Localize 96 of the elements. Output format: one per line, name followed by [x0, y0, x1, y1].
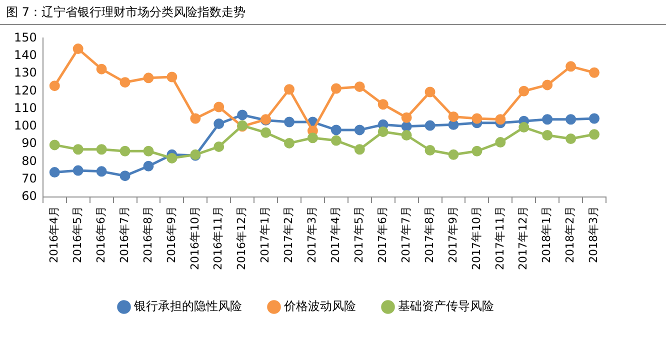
x-tick-label: 2017年5月: [352, 206, 366, 264]
point: [307, 132, 318, 144]
y-tick-label: 140: [14, 48, 37, 62]
x-tick-label: 2017年11月: [493, 206, 506, 270]
x-tick-label: 2017年8月: [422, 206, 436, 264]
y-tick-label: 150: [14, 30, 37, 44]
point: [354, 144, 365, 155]
point: [237, 110, 248, 120]
point: [330, 124, 342, 136]
point: [190, 113, 201, 124]
point: [49, 167, 60, 178]
point: [72, 144, 84, 155]
y-tick-label: 120: [14, 83, 37, 98]
point: [214, 102, 224, 112]
y-tick-label: 70: [22, 171, 37, 186]
point: [495, 114, 506, 125]
point: [214, 141, 224, 152]
x-tick-label: 2018年3月: [587, 206, 600, 264]
x-tick-label: 2016年6月: [94, 206, 108, 264]
point: [143, 72, 154, 84]
point: [566, 134, 576, 144]
point: [378, 126, 388, 137]
point: [542, 130, 553, 140]
point: [542, 114, 553, 125]
point: [120, 170, 130, 182]
x-tick-label: 2016年8月: [141, 206, 154, 264]
point: [424, 86, 436, 98]
point: [96, 64, 107, 74]
point: [401, 112, 412, 123]
x-tick-label: 2016年12月: [235, 206, 248, 270]
point: [448, 119, 459, 130]
y-tick-label: 90: [22, 136, 37, 150]
x-tick-label: 2017年9月: [446, 206, 460, 264]
point: [472, 146, 482, 156]
x-tick-label: 2017年7月: [399, 206, 412, 264]
y-tick-label: 100: [14, 118, 37, 133]
point: [143, 146, 154, 156]
x-tick-label: 2016年4月: [47, 206, 60, 264]
point: [284, 84, 295, 95]
point: [566, 61, 576, 72]
point: [589, 113, 600, 124]
point: [518, 86, 530, 96]
point: [143, 160, 154, 172]
point: [401, 130, 412, 140]
x-tick-label: 2016年9月: [164, 206, 178, 264]
x-tick-label: 2016年5月: [70, 206, 84, 264]
y-tick-label: 110: [14, 100, 37, 115]
y-tick-label: 60: [22, 189, 37, 204]
point: [166, 152, 178, 164]
point: [330, 83, 342, 94]
point: [518, 122, 530, 133]
x-tick-label: 2017年4月: [329, 206, 342, 264]
point: [354, 81, 365, 92]
x-tick-label: 2016年11月: [212, 206, 225, 270]
point: [260, 127, 272, 138]
point: [330, 135, 342, 146]
point: [284, 138, 295, 148]
x-tick-label: 2017年10月: [470, 206, 483, 270]
x-tick-label: 2016年10月: [188, 206, 202, 270]
x-tick-label: 2017年12月: [516, 206, 530, 270]
point: [120, 77, 130, 88]
legend-label: 价格波动风险: [283, 299, 356, 314]
point: [214, 118, 224, 130]
point: [96, 166, 107, 177]
y-tick-label: 130: [14, 66, 37, 80]
x-tick-label: 2017年6月: [376, 206, 389, 264]
point: [424, 145, 436, 156]
chart-title: 图 7：辽宁省银行理财市场分类风险指数走势: [0, 0, 666, 25]
y-tick-label: 80: [22, 154, 37, 168]
legend-label: 基础资产传导风险: [398, 299, 494, 314]
x-tick-label: 2017年3月: [306, 206, 319, 264]
point: [166, 72, 178, 82]
point: [284, 116, 295, 128]
x-tick-label: 2017年1月: [258, 206, 272, 264]
legend-label: 银行承担的隐性风险: [133, 299, 242, 314]
point: [566, 114, 576, 125]
x-tick-label: 2018年2月: [564, 206, 577, 264]
point: [448, 149, 459, 160]
point: [472, 113, 482, 124]
point: [542, 80, 553, 90]
x-tick-label: 2018年1月: [540, 206, 554, 264]
point: [424, 120, 436, 131]
point: [49, 140, 60, 150]
x-tick-label: 2017年2月: [282, 206, 296, 264]
point: [49, 80, 60, 92]
point: [120, 146, 130, 156]
point: [589, 67, 600, 78]
point: [354, 124, 365, 136]
x-tick-label: 2016年7月: [118, 206, 131, 264]
point: [448, 111, 459, 122]
point: [589, 129, 600, 140]
point: [378, 99, 388, 110]
point: [495, 137, 506, 148]
point: [72, 44, 84, 54]
point: [72, 165, 84, 176]
point: [96, 144, 107, 155]
